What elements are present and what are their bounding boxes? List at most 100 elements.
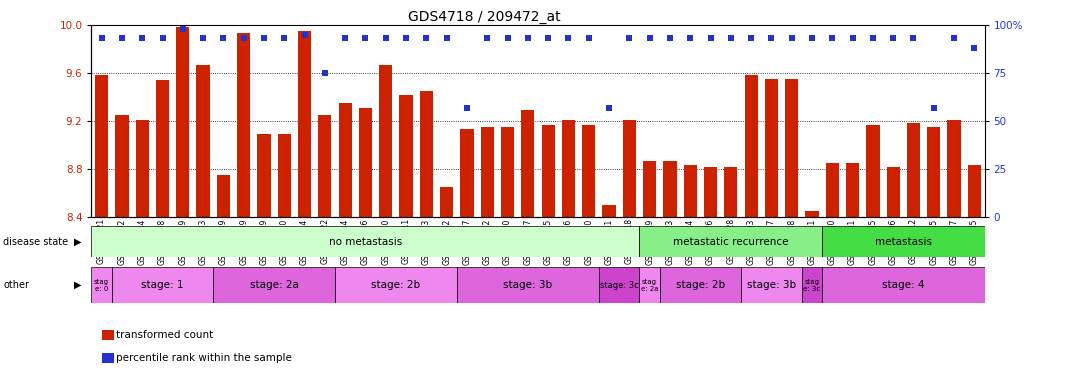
Point <box>316 70 334 76</box>
Text: stage: 3b: stage: 3b <box>504 280 552 290</box>
Point <box>397 35 414 41</box>
Text: stag
e: 0: stag e: 0 <box>94 279 109 291</box>
Text: stage: 3b: stage: 3b <box>747 280 796 290</box>
Point <box>458 104 476 111</box>
Point <box>560 35 577 41</box>
Point <box>864 35 881 41</box>
Bar <box>643 161 656 217</box>
Point <box>925 104 943 111</box>
Bar <box>639 226 822 257</box>
Bar <box>91 226 639 257</box>
Point <box>195 35 212 41</box>
Text: transformed count: transformed count <box>116 330 213 340</box>
Point <box>580 35 597 41</box>
Bar <box>197 65 210 217</box>
Point <box>275 35 293 41</box>
Text: stage: 1: stage: 1 <box>141 280 184 290</box>
Text: stage: 2b: stage: 2b <box>371 280 421 290</box>
Point <box>438 35 455 41</box>
Bar <box>359 108 372 217</box>
Point <box>662 35 679 41</box>
Bar <box>967 166 981 217</box>
Bar <box>457 267 599 303</box>
Point <box>539 35 556 41</box>
Bar <box>907 123 920 217</box>
Text: stag
e: 2a: stag e: 2a <box>641 279 659 291</box>
Point <box>93 35 110 41</box>
Point <box>417 35 435 41</box>
Bar <box>660 267 741 303</box>
Bar <box>420 91 433 217</box>
Bar <box>724 167 737 217</box>
Bar <box>639 267 660 303</box>
Point <box>154 35 171 41</box>
Bar <box>176 27 189 217</box>
Point <box>966 45 983 51</box>
Point <box>641 35 659 41</box>
Point <box>215 35 232 41</box>
Text: stage: 3c: stage: 3c <box>599 281 638 290</box>
Point <box>722 35 739 41</box>
Point <box>804 35 821 41</box>
Bar <box>440 187 453 217</box>
Bar <box>213 267 335 303</box>
Bar <box>806 211 819 217</box>
Point <box>113 35 130 41</box>
Text: metastatic recurrence: metastatic recurrence <box>674 237 789 247</box>
Bar <box>481 127 494 217</box>
Bar <box>257 134 270 217</box>
Bar <box>822 267 985 303</box>
Bar <box>339 103 352 217</box>
Bar <box>599 267 639 303</box>
Bar <box>825 163 839 217</box>
Bar <box>95 75 109 217</box>
Text: stage: 2b: stage: 2b <box>676 280 725 290</box>
Point <box>905 35 922 41</box>
Bar <box>887 167 900 217</box>
Point <box>621 35 638 41</box>
Bar <box>765 79 778 217</box>
Point <box>479 35 496 41</box>
Point <box>702 35 719 41</box>
Point <box>946 35 963 41</box>
Bar <box>136 120 148 217</box>
Bar <box>115 115 128 217</box>
Bar <box>379 65 393 217</box>
Text: stage: 2a: stage: 2a <box>250 280 298 290</box>
Bar <box>156 80 169 217</box>
Bar <box>948 120 961 217</box>
Bar <box>663 161 677 217</box>
Point <box>296 31 313 38</box>
Bar <box>603 205 615 217</box>
Point <box>824 35 841 41</box>
Point <box>337 35 354 41</box>
Bar <box>216 175 230 217</box>
Bar <box>785 79 798 217</box>
Bar <box>541 124 555 217</box>
Bar <box>745 75 758 217</box>
Bar <box>866 124 879 217</box>
Text: other: other <box>3 280 29 290</box>
Point <box>255 35 272 41</box>
Text: metastasis: metastasis <box>875 237 932 247</box>
Bar <box>237 33 251 217</box>
Point <box>681 35 698 41</box>
Point <box>133 35 151 41</box>
Point <box>235 35 252 41</box>
Bar <box>318 115 331 217</box>
Bar <box>741 267 802 303</box>
Point <box>844 35 861 41</box>
Bar <box>335 267 457 303</box>
Text: stag
e: 3c: stag e: 3c <box>804 279 821 291</box>
Bar <box>461 129 473 217</box>
Text: no metastasis: no metastasis <box>329 237 402 247</box>
Text: percentile rank within the sample: percentile rank within the sample <box>116 353 292 363</box>
Bar <box>399 94 413 217</box>
Text: GDS4718 / 209472_at: GDS4718 / 209472_at <box>408 10 561 23</box>
Bar <box>91 267 112 303</box>
Bar <box>521 110 535 217</box>
Bar <box>846 163 860 217</box>
Point <box>783 35 801 41</box>
Bar <box>582 124 595 217</box>
Text: disease state: disease state <box>3 237 69 247</box>
